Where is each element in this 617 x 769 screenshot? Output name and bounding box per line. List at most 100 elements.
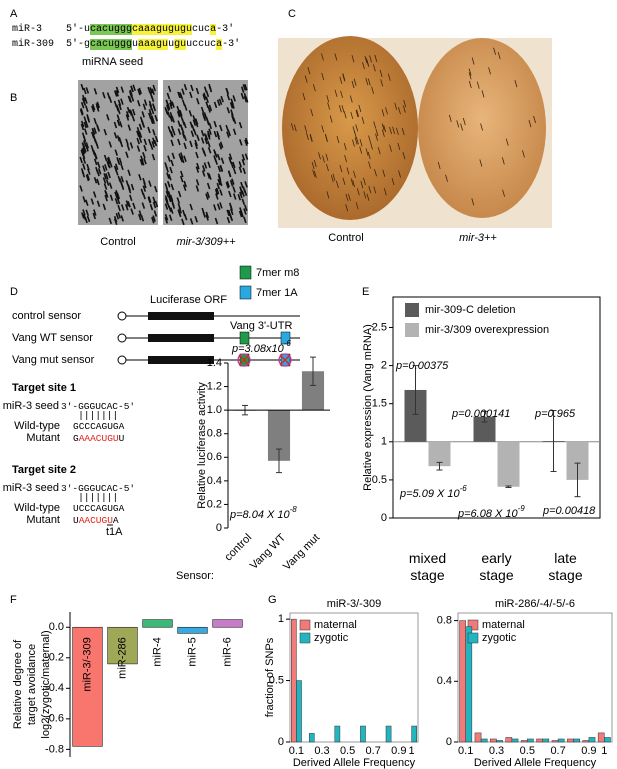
- x-axis-label: Derived Allele Frequency: [474, 757, 597, 769]
- wing-hair: [228, 190, 232, 198]
- bristle: [350, 111, 354, 120]
- wing-hair: [240, 86, 245, 93]
- wing-hair: [91, 103, 96, 111]
- bristle: [387, 73, 391, 81]
- bristle: [396, 127, 399, 135]
- wing-hair: [80, 83, 85, 91]
- wing-hair: [143, 138, 148, 146]
- wing-hair: [230, 98, 234, 106]
- annotation: p=3.08x10-6: [231, 339, 291, 355]
- bristle: [437, 161, 441, 170]
- wing-hair: [84, 97, 88, 104]
- bar: [212, 619, 243, 628]
- wing-hair: [82, 157, 87, 164]
- wing-hair: [136, 130, 140, 138]
- wing-hair: [130, 85, 134, 93]
- wing-hair: [132, 84, 136, 91]
- annotation: p=0.00418: [542, 505, 596, 517]
- wing-hair: [119, 140, 124, 148]
- wing-hair: [169, 166, 173, 174]
- sequence-segment: u: [132, 39, 139, 50]
- wing-hair: [128, 96, 133, 103]
- wing-hair: [166, 111, 171, 118]
- wing-hair: [176, 105, 180, 113]
- bristle: [468, 68, 472, 76]
- wing-hair: [92, 191, 97, 198]
- wing-hair: [245, 137, 249, 145]
- wing-hair: [170, 159, 174, 167]
- legend-label: zygotic: [482, 632, 517, 644]
- bristle: [391, 177, 395, 186]
- wing-hair: [189, 91, 193, 99]
- plot-frame: [457, 612, 613, 743]
- bar: [490, 738, 497, 743]
- bristle: [350, 178, 354, 186]
- sequence: GCCCAGUGA: [73, 421, 125, 432]
- wing-hair: [207, 147, 212, 154]
- wing-hair: [108, 182, 113, 189]
- sequence: UAACUGUA: [73, 515, 119, 526]
- wing-hair: [152, 84, 156, 92]
- bar: [604, 737, 611, 743]
- y-tick-label: 0: [216, 522, 222, 534]
- wing-hair: [194, 118, 199, 125]
- y-tick-label: 0.2: [207, 498, 222, 510]
- bristle: [322, 155, 325, 163]
- wing-hair: [96, 161, 101, 169]
- bristle: [330, 175, 334, 183]
- wing-hair: [214, 151, 218, 158]
- bristle: [480, 123, 483, 131]
- wing-hair: [179, 114, 184, 121]
- mirna-name: miR-3: [12, 24, 43, 35]
- wing-hair: [105, 179, 110, 186]
- bristle: [476, 81, 480, 89]
- bar: [428, 441, 451, 467]
- wing-hair: [129, 142, 134, 149]
- bristle: [385, 107, 388, 115]
- x-tick-label: control: [222, 532, 254, 564]
- sequence-segment: uccuc: [186, 39, 217, 50]
- bristle: [448, 114, 452, 122]
- construct-label: Vang WT sensor: [12, 332, 93, 344]
- wing-hair: [219, 189, 223, 196]
- bar: [473, 416, 496, 442]
- annotation: p=0.965: [534, 408, 576, 420]
- wing-hair: [129, 194, 133, 202]
- sequence-segment: A: [113, 515, 119, 526]
- wing-hair: [205, 90, 210, 98]
- bristle: [340, 90, 343, 98]
- y-tick-label: 0.6: [207, 451, 222, 463]
- wing-hair: [82, 209, 86, 216]
- sequence-label: Wild-type: [14, 502, 60, 514]
- wing-hair: [82, 94, 86, 102]
- wing-hair: [102, 165, 106, 172]
- target-site: [239, 331, 250, 345]
- plot-frame: [289, 612, 419, 743]
- bristle: [352, 179, 356, 188]
- bristle: [356, 109, 360, 117]
- wing-hair: [83, 121, 88, 129]
- thorax-photo: [282, 36, 418, 220]
- annotation: p=0.00375: [395, 360, 449, 372]
- wing-hair: [115, 212, 120, 220]
- promoter: [117, 311, 127, 321]
- annotation: p=6.08 X 10-9: [457, 504, 525, 520]
- wing-hair: [205, 96, 209, 104]
- wing-hair: [87, 168, 91, 175]
- wing-hair: [138, 213, 142, 221]
- wing-hair: [201, 207, 205, 215]
- wing-hair: [176, 197, 181, 204]
- wing-hair: [152, 201, 157, 209]
- wing-hair: [102, 177, 107, 184]
- wing-hair: [206, 182, 211, 190]
- wing-hair: [152, 196, 156, 204]
- bar: [459, 620, 466, 743]
- wing-hair: [151, 117, 156, 124]
- wing-hair: [94, 139, 99, 147]
- bristle: [321, 125, 325, 133]
- wing-hair: [130, 183, 135, 191]
- wing-hair: [165, 166, 169, 173]
- wing-hair: [93, 177, 98, 184]
- bristle: [403, 99, 407, 108]
